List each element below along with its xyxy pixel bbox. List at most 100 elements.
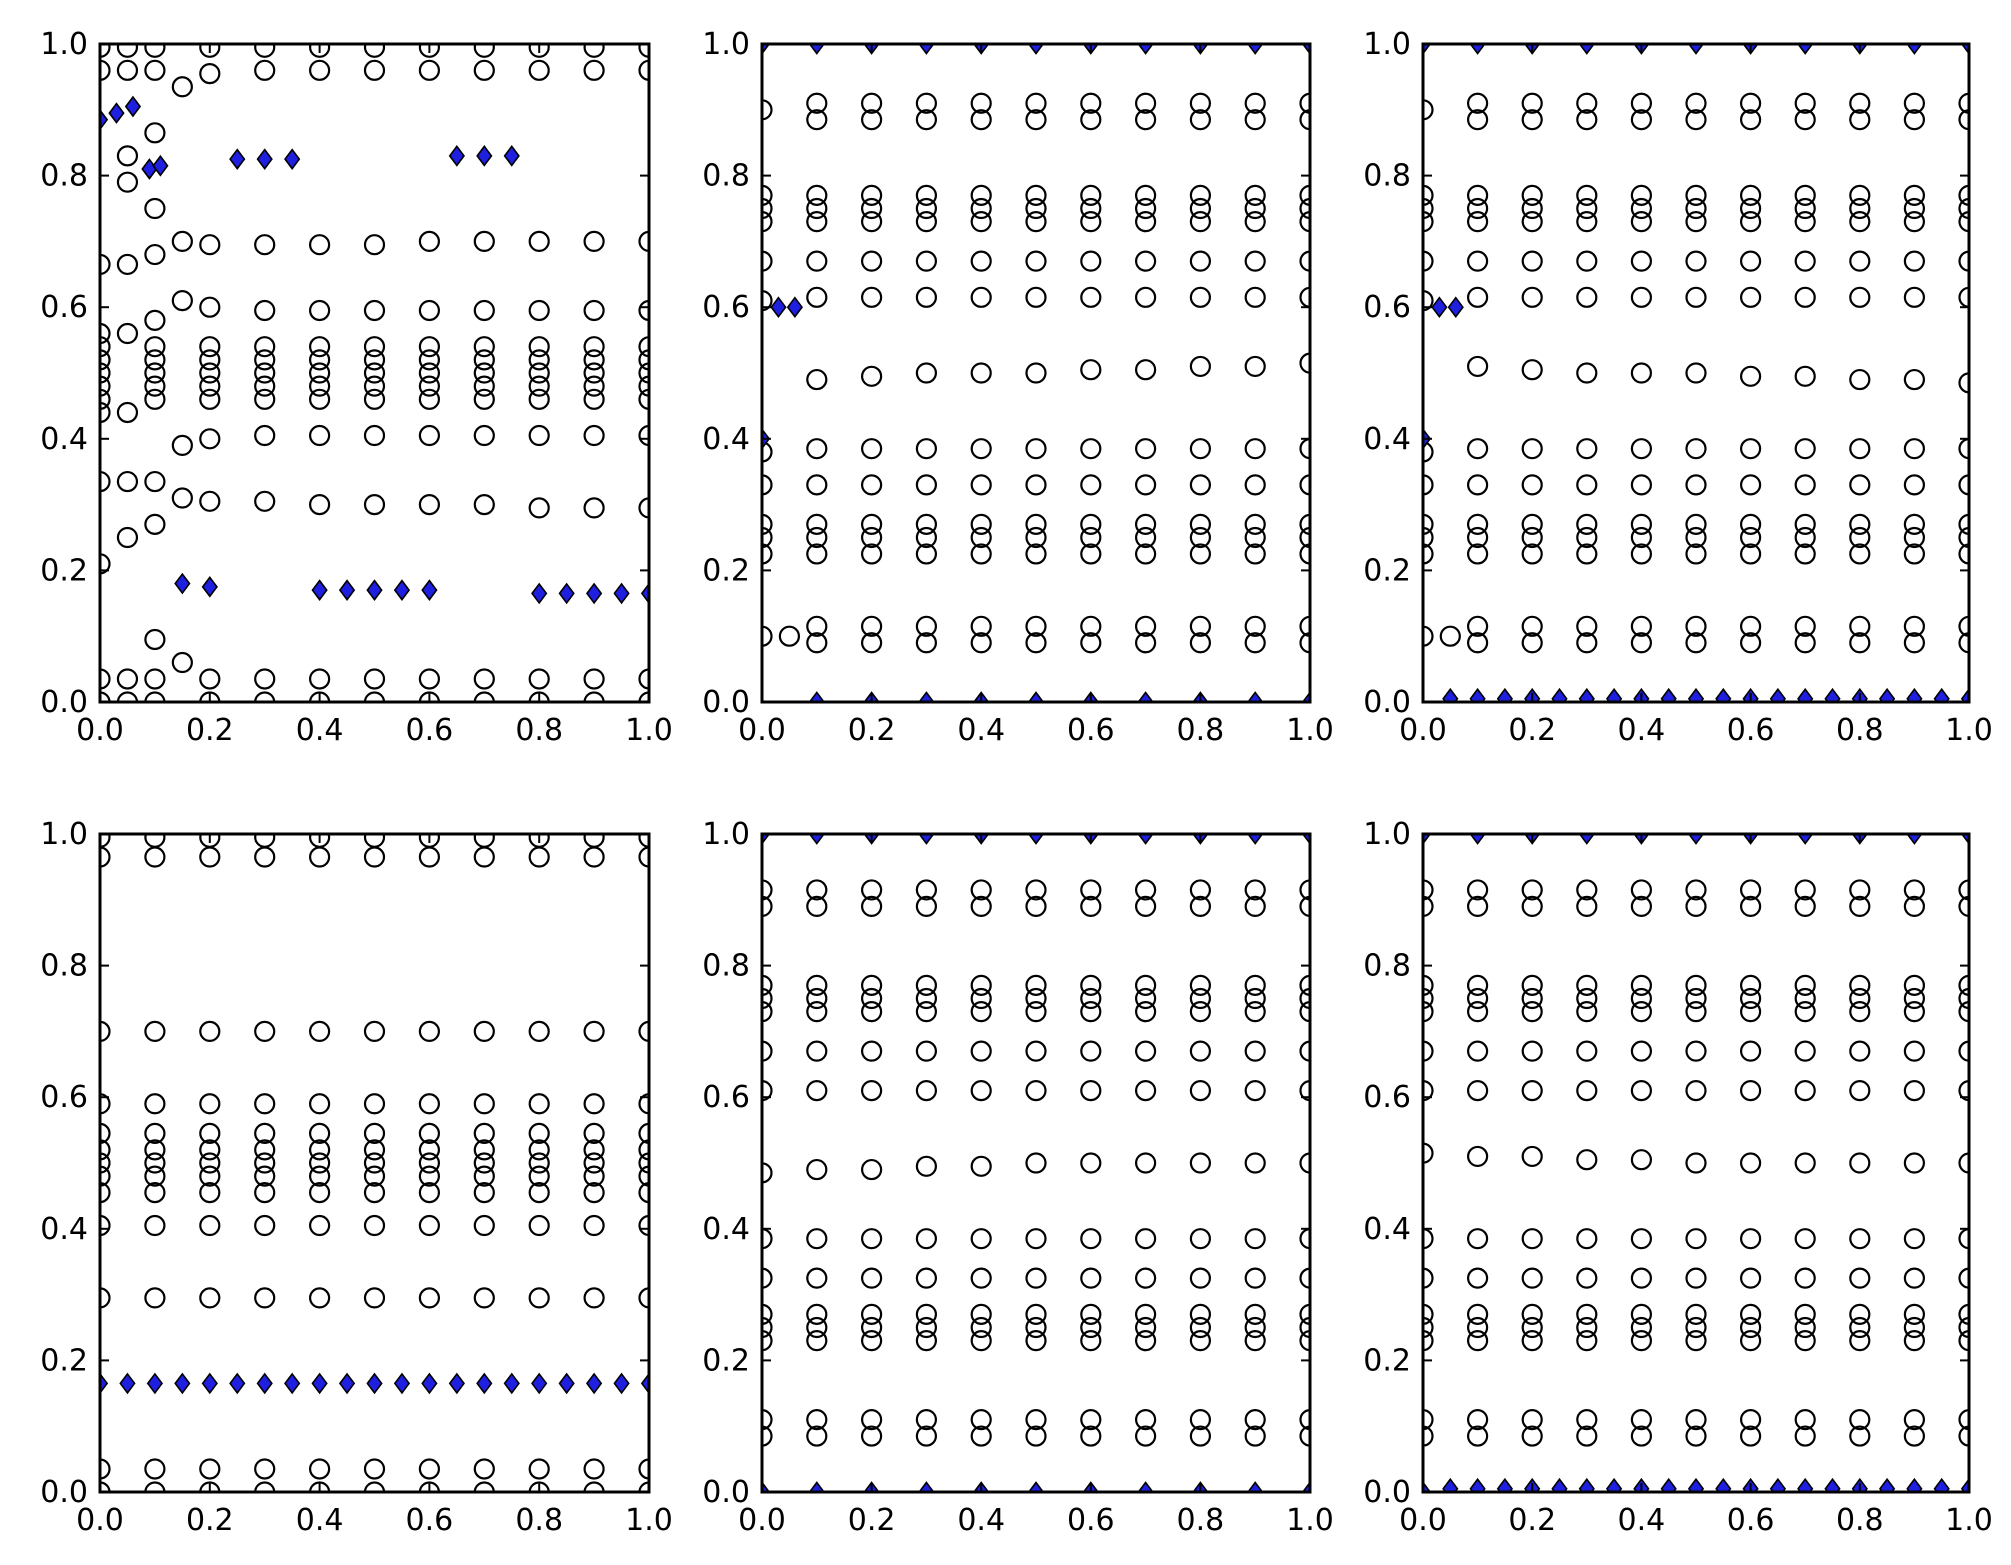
circle-point <box>638 1458 649 1480</box>
circle-point <box>171 487 193 509</box>
circle-point <box>254 668 276 690</box>
diamond-point <box>918 691 935 702</box>
diamond-point <box>1027 691 1045 702</box>
x-tick-label: 0.2 <box>186 713 234 748</box>
circle-point <box>1299 92 1310 114</box>
circle-point <box>473 1214 495 1237</box>
circle-point <box>1794 438 1816 460</box>
circle-point <box>1849 1152 1871 1174</box>
circle-point <box>1521 1303 1543 1325</box>
diamond-point <box>1933 1477 1950 1492</box>
circle-point <box>116 145 139 167</box>
circle-point <box>1958 1409 1969 1431</box>
circle-point <box>1025 1330 1047 1352</box>
circle-point <box>1244 1080 1266 1102</box>
circle-point <box>762 197 773 220</box>
circle-point <box>1299 1267 1310 1289</box>
circle-point <box>1849 1228 1871 1250</box>
circle-point <box>1794 543 1816 565</box>
circle-point <box>1958 615 1969 637</box>
circle-point <box>1630 1330 1653 1352</box>
circle-point <box>915 362 938 384</box>
diamond-point <box>421 1372 438 1395</box>
circle-point <box>1903 879 1926 901</box>
circle-point <box>806 1001 828 1023</box>
circle-point <box>363 1165 386 1187</box>
y-tick-label: 0.2 <box>40 1343 88 1378</box>
diamond-point <box>1301 44 1310 55</box>
circle-point <box>254 1287 276 1309</box>
circle-point <box>1080 92 1102 114</box>
circle-point <box>528 424 550 447</box>
circle-point <box>970 184 992 206</box>
circle-point <box>144 122 166 144</box>
circle-point <box>1244 250 1266 272</box>
circle-point <box>1080 974 1102 996</box>
circle-point <box>1244 355 1266 378</box>
circle-point <box>254 1165 276 1187</box>
circle-point <box>1903 1330 1926 1352</box>
circle-point <box>1576 879 1598 901</box>
circle-point <box>1423 513 1434 535</box>
circle-point <box>860 197 883 220</box>
y-tick-label: 0.0 <box>40 685 88 720</box>
circle-point <box>1630 1040 1653 1062</box>
circle-point <box>418 299 440 322</box>
circle-point <box>254 349 276 371</box>
circle-point <box>1903 1267 1926 1289</box>
circle-point <box>806 184 828 206</box>
circle-point <box>1576 1267 1598 1289</box>
diamond-point <box>531 582 548 605</box>
circle-point <box>1576 1080 1598 1102</box>
circle-point <box>418 1165 440 1187</box>
circle-point <box>1466 1316 1489 1339</box>
circle-point <box>199 691 221 702</box>
circle-point <box>1630 1303 1653 1325</box>
circle-point <box>1958 1425 1969 1447</box>
circle-point <box>1521 526 1543 549</box>
circle-point <box>199 296 221 318</box>
circle-point <box>860 526 883 549</box>
circle-point <box>100 44 111 58</box>
circle-point <box>1630 987 1653 1010</box>
circle-point <box>1080 184 1102 206</box>
circle-point <box>762 250 773 272</box>
circle-point <box>1521 109 1543 131</box>
circle-point <box>915 184 938 206</box>
circle-point <box>1466 974 1489 996</box>
circle-point <box>1080 1040 1102 1062</box>
circle-point <box>1630 1080 1653 1102</box>
circle-point <box>1080 286 1102 308</box>
diamond-point <box>503 145 520 167</box>
circle-point <box>1423 184 1434 206</box>
circle-point <box>418 230 440 252</box>
circle-point <box>806 1316 828 1339</box>
circle-point <box>1244 632 1266 654</box>
circle-point <box>1466 286 1489 308</box>
diamond-point <box>1797 1477 1814 1492</box>
circle-point <box>1244 526 1266 549</box>
circle-point <box>144 1214 166 1237</box>
circle-point <box>473 1152 495 1174</box>
diamond-point <box>531 1372 548 1395</box>
circle-point <box>144 1287 166 1309</box>
circle-point <box>1299 1303 1310 1325</box>
y-tick-label: 0.4 <box>702 422 750 457</box>
circle-point <box>638 834 649 848</box>
circle-point <box>1685 184 1707 206</box>
diamond-point <box>1578 1477 1595 1492</box>
circle-point <box>1080 1001 1102 1023</box>
diamond-point <box>1715 1477 1732 1492</box>
diamond-point <box>808 44 825 55</box>
circle-point <box>144 44 166 58</box>
circle-point <box>583 1093 605 1115</box>
circle-point <box>762 543 773 565</box>
circle-point <box>583 1481 605 1492</box>
circle-point <box>1630 211 1653 233</box>
circle-point <box>1080 211 1102 233</box>
circle-point <box>1521 438 1543 460</box>
circle-point <box>309 1287 331 1309</box>
circle-point <box>762 1316 773 1339</box>
circle-point <box>1630 197 1653 220</box>
circle-point <box>1521 197 1543 220</box>
